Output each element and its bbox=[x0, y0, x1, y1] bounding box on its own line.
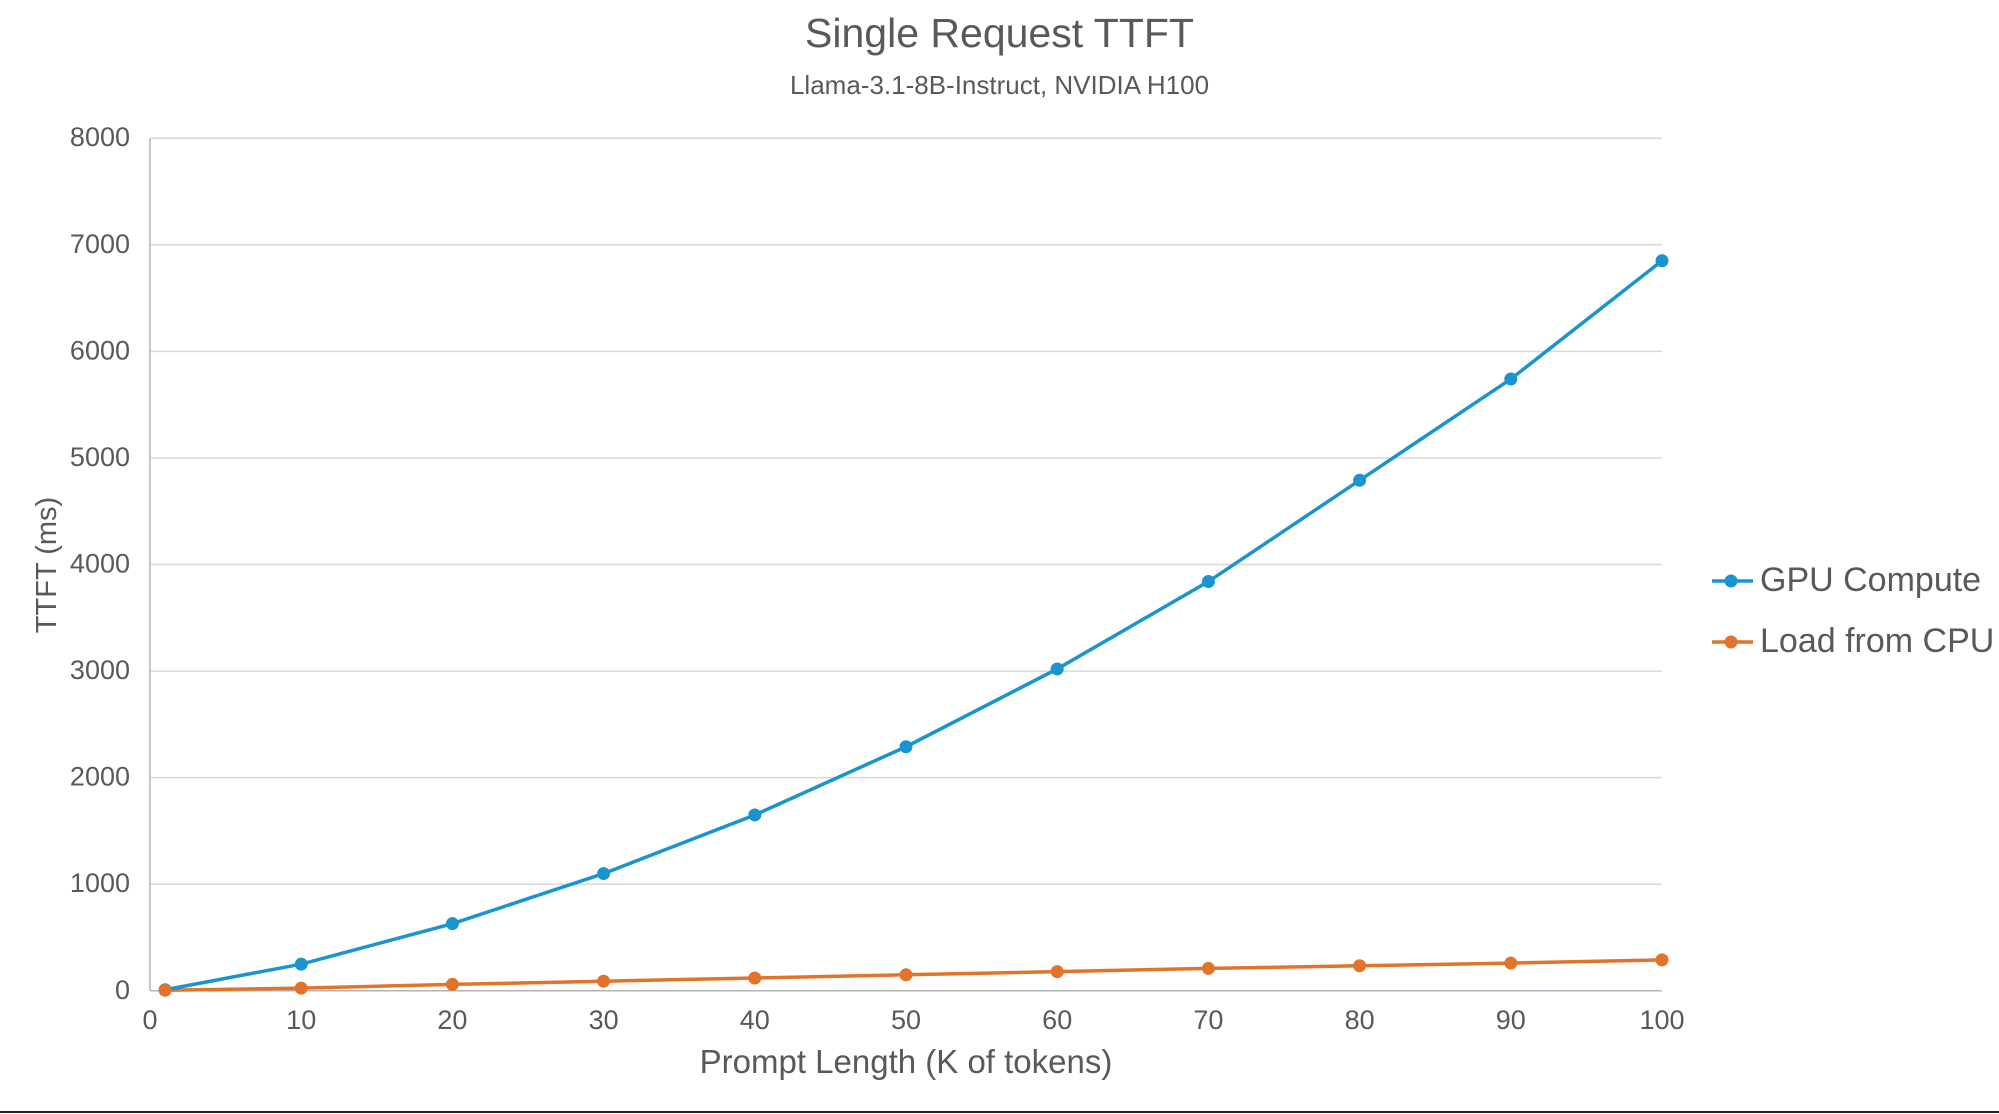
svg-text:0: 0 bbox=[115, 975, 130, 1005]
svg-text:1000: 1000 bbox=[70, 868, 130, 898]
svg-text:Load from CPU: Load from CPU bbox=[1760, 622, 1994, 660]
svg-text:80: 80 bbox=[1345, 1005, 1375, 1035]
svg-text:Prompt Length (K of tokens): Prompt Length (K of tokens) bbox=[700, 1043, 1113, 1080]
svg-text:100: 100 bbox=[1639, 1005, 1684, 1035]
svg-text:60: 60 bbox=[1042, 1005, 1072, 1035]
svg-text:40: 40 bbox=[740, 1005, 770, 1035]
svg-text:TTFT (ms): TTFT (ms) bbox=[31, 497, 63, 633]
svg-text:6000: 6000 bbox=[70, 335, 130, 365]
svg-text:7000: 7000 bbox=[70, 229, 130, 259]
svg-text:3000: 3000 bbox=[70, 655, 130, 685]
svg-text:90: 90 bbox=[1496, 1005, 1526, 1035]
svg-text:20: 20 bbox=[437, 1005, 467, 1035]
svg-text:5000: 5000 bbox=[70, 442, 130, 472]
svg-text:70: 70 bbox=[1193, 1005, 1223, 1035]
svg-text:10: 10 bbox=[286, 1005, 316, 1035]
svg-text:30: 30 bbox=[589, 1005, 619, 1035]
svg-text:2000: 2000 bbox=[70, 762, 130, 792]
svg-text:8000: 8000 bbox=[70, 122, 130, 152]
svg-text:4000: 4000 bbox=[70, 549, 130, 579]
svg-text:50: 50 bbox=[891, 1005, 921, 1035]
svg-text:GPU Compute: GPU Compute bbox=[1760, 561, 1981, 599]
svg-text:0: 0 bbox=[142, 1005, 157, 1035]
